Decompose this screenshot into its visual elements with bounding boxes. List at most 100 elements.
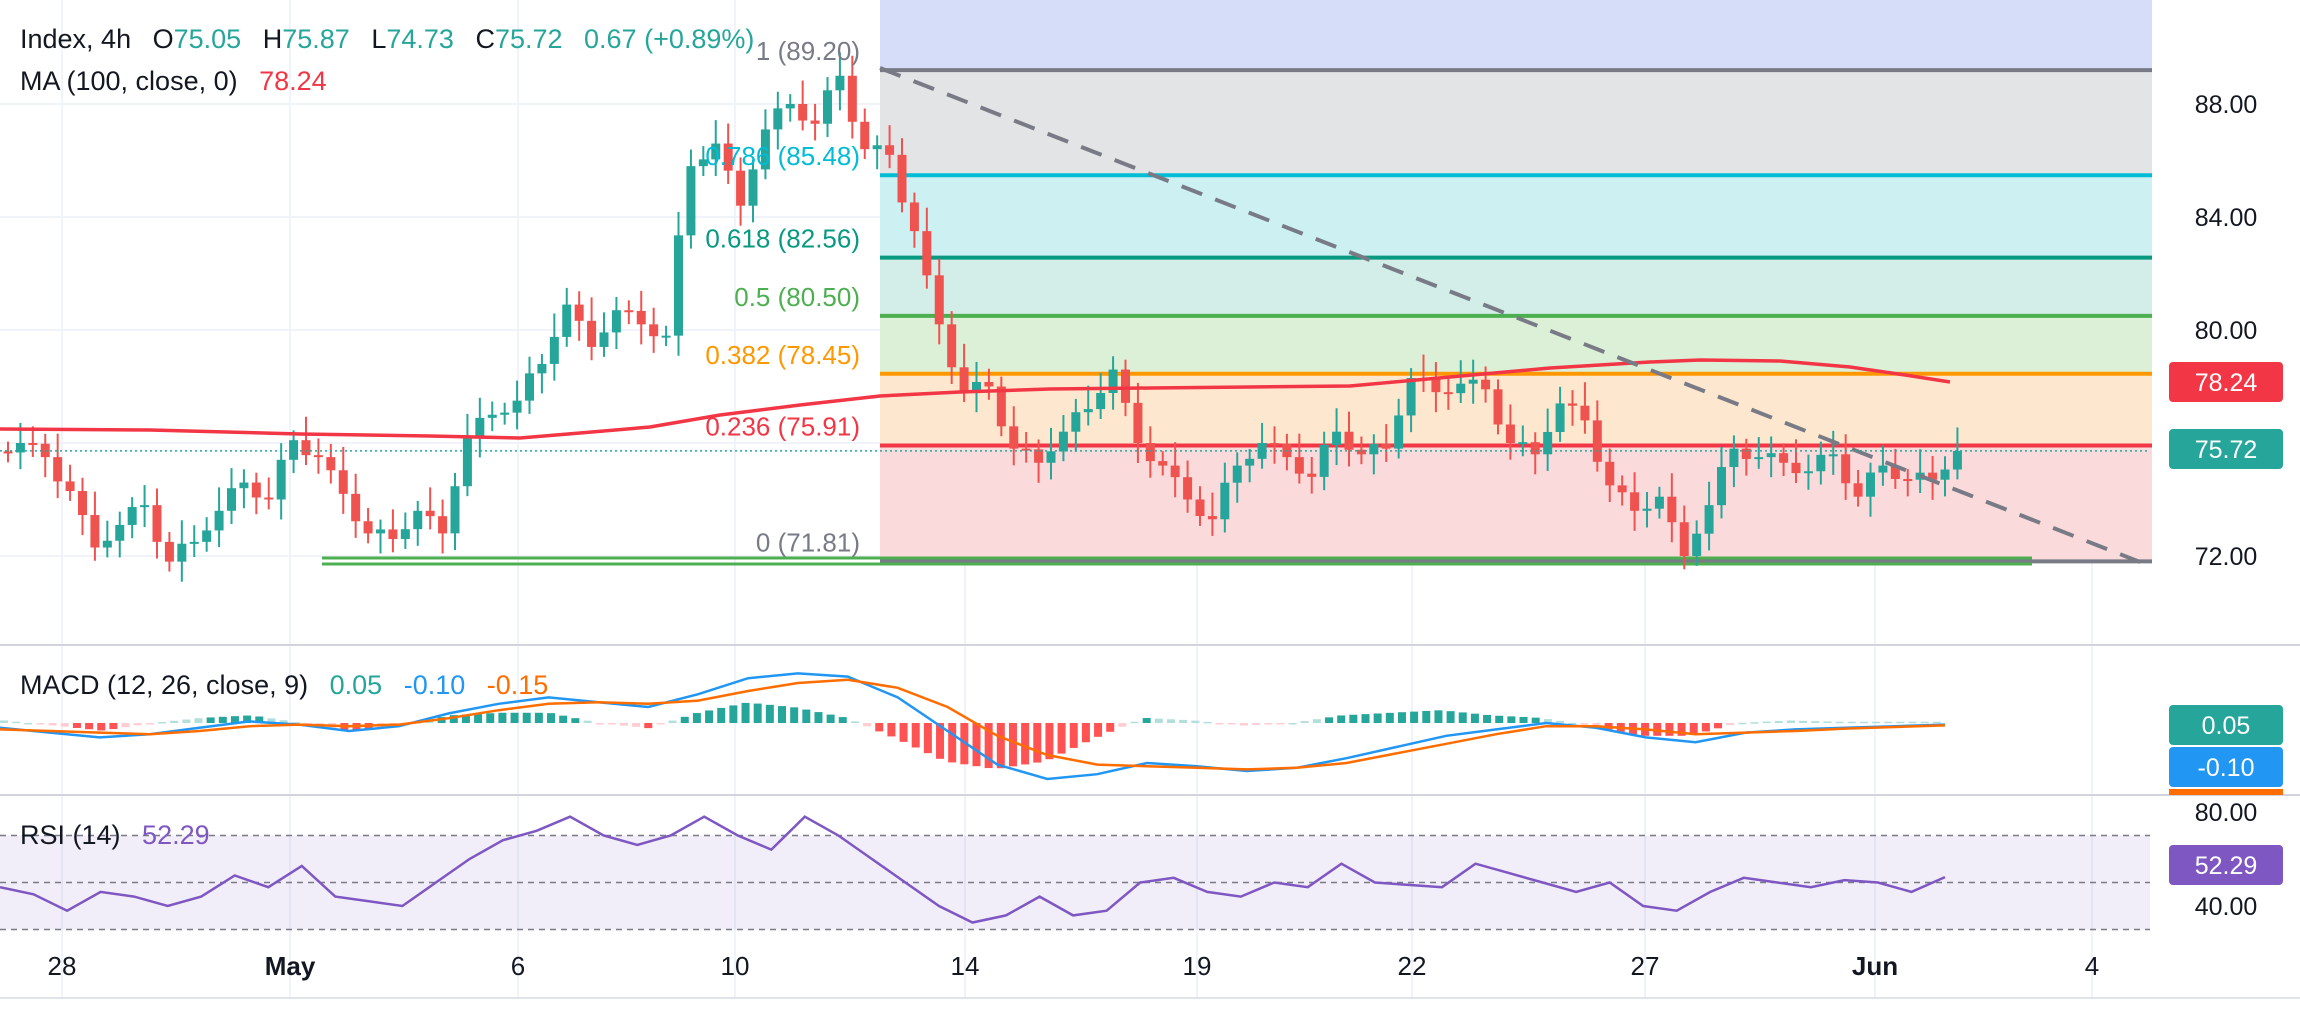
fib-level-label: 0.5 (80.50) [734, 282, 860, 312]
macd-histogram-bar [1543, 719, 1552, 723]
macd-histogram-bar [194, 718, 203, 723]
candle-body [984, 381, 994, 387]
candle-body [736, 170, 746, 206]
candle-body [1754, 457, 1764, 460]
price-tick-label: 72.00 [2195, 543, 2258, 571]
candle-body [1543, 431, 1553, 455]
ma-legend-label: MA (100, close, 0) [20, 66, 238, 96]
macd-hist-badge: 0.05 [2169, 705, 2283, 745]
macd-histogram-bar [1276, 723, 1285, 725]
price-badge-text: 75.72 [2195, 436, 2258, 464]
candle-body [376, 529, 385, 534]
macd-histogram-bar [850, 721, 859, 723]
macd-histogram-bar [1361, 714, 1370, 723]
candle-body [1021, 448, 1031, 451]
candle-body [972, 381, 981, 393]
fib-level-label: 1 (89.20) [756, 36, 860, 66]
candle-body [1878, 465, 1888, 473]
macd-histogram-bar [60, 723, 69, 727]
macd-histogram-bar [1118, 723, 1127, 727]
candle-body [1679, 522, 1689, 556]
macd-histogram-bar [1835, 721, 1844, 724]
candle-body [1940, 469, 1950, 480]
candle-body [1717, 467, 1726, 506]
time-tick-label: 14 [951, 951, 980, 981]
candle-body [90, 515, 100, 548]
trend-line[interactable] [879, 66, 2141, 564]
low-value: 74.73 [386, 24, 454, 54]
macd-histogram-bar [1130, 721, 1139, 724]
candle-body [872, 145, 882, 150]
macd-histogram-bar [680, 716, 689, 723]
time-tick-label: 27 [1631, 951, 1660, 981]
candle-body [413, 510, 423, 530]
macd-histogram-bar [911, 723, 920, 748]
macd-histogram-bar [1154, 718, 1163, 723]
macd-histogram-bar [1823, 721, 1832, 723]
macd-histogram-bar [1811, 721, 1820, 723]
candle-body [227, 488, 236, 511]
macd-histogram-bar [1592, 723, 1601, 727]
candle-body [140, 505, 150, 508]
macd-histogram-bar [1410, 711, 1419, 723]
macd-histogram-bar [1203, 721, 1212, 724]
macd-histogram-bar [145, 723, 154, 725]
macd-histogram-bar [656, 723, 665, 725]
candle-body [1121, 369, 1130, 403]
fib-level-label: 0 (71.81) [756, 527, 860, 557]
candle-body [214, 510, 224, 531]
fibonacci-retracement[interactable] [880, 0, 2152, 564]
candle-body [1841, 454, 1851, 484]
macd-histogram-bar [826, 714, 835, 723]
candle-body [1493, 389, 1503, 425]
candle-body [1332, 431, 1342, 445]
rsi-axis: 80.00 40.00 [2195, 799, 2258, 921]
candle-body [947, 324, 957, 368]
macd-histogram-bar [1106, 723, 1115, 732]
rsi-band [0, 835, 2150, 930]
candle-body [1866, 472, 1875, 497]
macd-histogram-bar [1531, 717, 1540, 723]
fibonacci-labels: 1 (89.20) 0.786 (85.48) 0.618 (82.56) 0.5 (… [705, 36, 860, 557]
candle-body [686, 166, 696, 236]
macd-histogram-bar [765, 704, 774, 723]
rsi-legend-label: RSI (14) [20, 820, 121, 850]
macd-histogram-bar [1859, 721, 1868, 724]
macd-histogram-bar [109, 723, 118, 730]
candle-body [661, 335, 671, 338]
svg-text:RSI (14) 52.29: RSI (14) 52.29 [20, 820, 210, 850]
time-tick-label: 10 [721, 951, 750, 981]
macd-histogram-bar [863, 723, 872, 727]
support-line[interactable] [322, 556, 2032, 566]
macd-hist-badge-text: 0.05 [2202, 712, 2251, 740]
candle-body [53, 457, 63, 482]
candle-body [388, 529, 398, 540]
price-axis[interactable]: 88.00 84.00 80.00 72.00 [2195, 91, 2258, 571]
macd-histogram-bar [170, 720, 179, 723]
time-tick-label: 4 [2085, 951, 2099, 981]
time-axis[interactable]: 28 May 6 10 14 19 22 27 Jun 4 [48, 951, 2100, 981]
macd-histogram-bar [1167, 719, 1175, 723]
ma-value-badge: 78.24 [2169, 362, 2283, 402]
candle-body [1803, 471, 1813, 474]
macd-histogram-bar [838, 717, 847, 723]
macd-histogram-bar [1349, 714, 1358, 723]
candle-body [1431, 378, 1441, 393]
macd-histogram-bar [1665, 723, 1674, 736]
macd-histogram-bar [1507, 716, 1516, 723]
time-tick-label: 28 [48, 951, 77, 981]
candle-body [1580, 405, 1590, 421]
macd-histogram-bar [1045, 723, 1054, 760]
candle-body [1592, 420, 1602, 462]
macd-histogram-bar [1677, 723, 1686, 736]
macd-histogram-bar [182, 719, 191, 723]
macd-histogram-bar [1446, 711, 1455, 723]
candle-body [1232, 465, 1242, 483]
candle-body [624, 310, 634, 313]
macd-histogram-bar [1920, 721, 1929, 724]
candle-body [1443, 392, 1453, 395]
candle-body [239, 482, 249, 489]
candle-body [438, 516, 448, 534]
ma-badge-text: 78.24 [2195, 369, 2258, 397]
candle-body [1170, 465, 1180, 478]
